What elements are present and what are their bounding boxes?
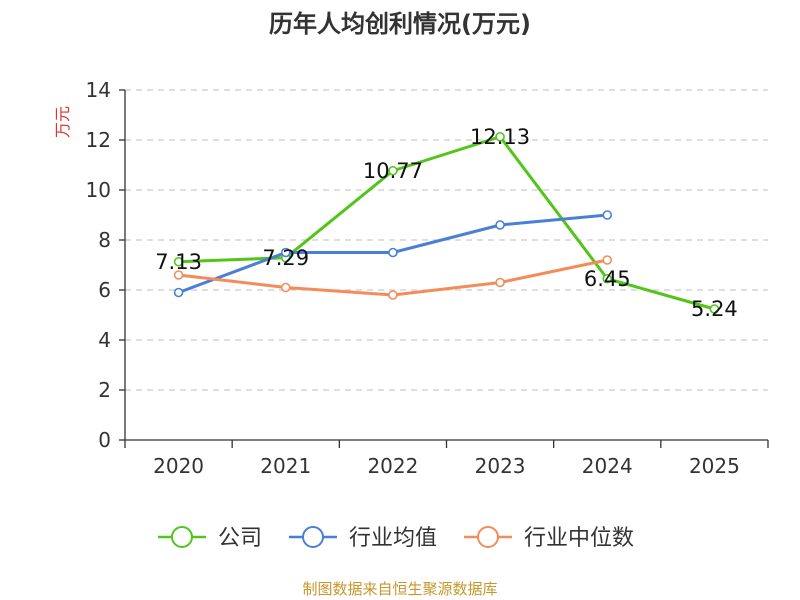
chart-title: 历年人均创利情况(万元)	[269, 10, 531, 38]
data-label: 7.29	[262, 246, 309, 270]
data-point	[280, 247, 291, 258]
y-tick-label: 10	[86, 178, 111, 202]
data-point	[173, 287, 184, 298]
data-point	[709, 304, 720, 314]
y-tick-label: 8	[98, 228, 111, 252]
y-tick-label: 2	[98, 378, 111, 402]
data-label: 12.13	[470, 125, 530, 149]
data-point	[173, 270, 184, 280]
data-point	[602, 210, 613, 220]
legend-marker	[171, 526, 193, 548]
x-tick-label: 2023	[475, 454, 526, 478]
data-point	[495, 277, 505, 288]
data-point	[173, 256, 184, 267]
data-point	[495, 131, 505, 142]
data-point	[495, 220, 505, 230]
legend-label: 公司	[218, 526, 262, 551]
y-tick-label: 4	[98, 328, 111, 352]
y-tick-label: 0	[98, 428, 111, 452]
x-tick-label: 2020	[153, 454, 204, 478]
x-tick-label: 2024	[582, 454, 633, 478]
data-point	[280, 282, 291, 293]
y-axis-label: 万元	[53, 106, 72, 138]
y-tick-label: 14	[86, 78, 111, 102]
y-tick-label: 6	[98, 278, 111, 302]
x-tick-label: 2021	[260, 454, 311, 478]
data-point	[388, 247, 398, 258]
data-label: 10.77	[363, 159, 423, 183]
data-point	[602, 255, 613, 265]
legend-marker	[302, 526, 324, 548]
data-point	[388, 165, 398, 176]
data-point	[388, 290, 398, 300]
source-note: 制图数据来自恒生聚源数据库	[302, 580, 497, 598]
legend-label: 行业均值	[349, 526, 437, 551]
y-tick-label: 12	[86, 128, 111, 152]
legend-marker	[477, 526, 499, 548]
legend-label: 行业中位数	[524, 526, 634, 551]
data-point	[602, 273, 613, 284]
data-label: 5.24	[691, 297, 738, 321]
data-label: 7.13	[155, 250, 202, 274]
x-tick-label: 2022	[367, 454, 418, 478]
data-label: 6.45	[584, 267, 631, 291]
x-tick-label: 2025	[689, 454, 740, 478]
